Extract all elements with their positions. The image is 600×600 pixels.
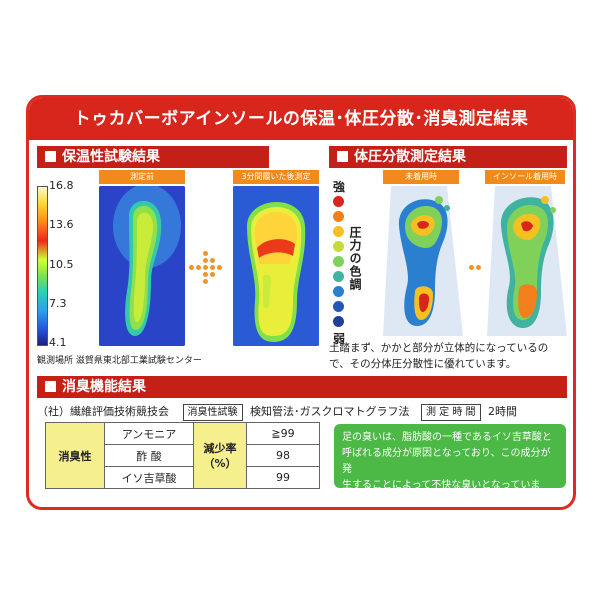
legend-dot	[333, 286, 344, 297]
scale-tick-min: 4.1	[49, 336, 67, 349]
substance-cell: アンモニア	[104, 422, 194, 445]
measure-time-value: 2時間	[488, 405, 518, 418]
results-card: トゥカバーボアインソールの保温･体圧分散･消臭測定結果 保温性試験結果 16.8…	[26, 95, 576, 510]
pressure-scale-label: 圧力の色調	[348, 226, 362, 291]
measure-time-tag: 測 定 時 間	[421, 404, 481, 421]
pressure-description-line: 土踏まず、かかと部分が立体的になっているの	[329, 342, 549, 354]
thermal-image-before	[99, 186, 185, 346]
pressure-section-header: 体圧分散測定結果	[329, 146, 567, 168]
scale-tick-max: 16.8	[49, 179, 74, 192]
table-row: イソ吉草酸 99	[46, 466, 320, 489]
odor-note-box: 足の臭いは、脂肪酸の一種であるイソ吉草酸と 呼ばれる成分が原因となっており、この…	[334, 424, 566, 507]
value-cell: 99	[246, 466, 320, 489]
before-caption: 測定前	[99, 170, 185, 184]
testing-organization: （社）繊維評価技術競技会	[37, 405, 169, 418]
odor-note-line: 足の臭いは、脂肪酸の一種であるイソ吉草酸と	[342, 432, 552, 443]
insole-caption: インソール着用時	[485, 170, 565, 184]
after-caption: 3分間履いた後測定	[233, 170, 319, 184]
pressure-description: 土踏まず、かかと部分が立体的になっているの で、その分体圧分散性に優れています。	[329, 340, 548, 372]
no-insole-caption: 未着用時	[383, 170, 459, 184]
legend-dot	[333, 196, 344, 207]
pressure-map-with-insole	[481, 186, 571, 336]
test-method: 検知管法･ガスクロマトグラフ法	[250, 405, 410, 418]
value-cell: ≧99	[246, 422, 320, 445]
deodorant-section-title: 消臭機能結果	[62, 379, 146, 395]
temperature-color-scale	[37, 186, 48, 346]
legend-dot	[333, 226, 344, 237]
odor-note-line: 呼ばれる成分が原因となっており、この成分が発	[342, 448, 551, 475]
measurement-location: 観測場所 滋賀県東北部工業試験センター	[37, 356, 202, 366]
square-bullet-icon	[45, 151, 56, 162]
arrow-right-icon	[189, 248, 225, 288]
substance-cell: 酢 酸	[104, 444, 194, 467]
substance-cell: イソ吉草酸	[104, 466, 194, 489]
test-info-line: （社）繊維評価技術競技会 消臭性試験 検知管法･ガスクロマトグラフ法 測 定 時…	[37, 403, 517, 421]
weak-label: 弱	[333, 332, 346, 346]
scale-tick: 10.5	[49, 258, 74, 271]
deodorant-section-header: 消臭機能結果	[37, 376, 567, 398]
table-row: 消臭性 アンモニア 減少率 （%） ≧99	[45, 422, 320, 489]
legend-dot	[333, 271, 344, 282]
thermal-image-after	[233, 186, 319, 346]
rate-header-cell: 減少率 （%）	[193, 422, 247, 489]
square-bullet-icon	[45, 381, 56, 392]
row-header-cell: 消臭性	[45, 422, 105, 489]
legend-dot	[333, 256, 344, 267]
test-type-tag: 消臭性試験	[182, 404, 243, 421]
page-title: トゥカバーボアインソールの保温･体圧分散･消臭測定結果	[29, 98, 573, 140]
pressure-description-line: で、その分体圧分散性に優れています。	[329, 358, 517, 370]
pressure-map-no-insole	[377, 186, 467, 336]
legend-dot	[333, 316, 344, 327]
odor-note-line: 生することによって不快な臭いとなっています。	[342, 480, 541, 507]
heat-section-header: 保温性試験結果	[37, 146, 269, 168]
square-bullet-icon	[337, 151, 348, 162]
value-cell: 98	[246, 444, 320, 467]
legend-dot	[333, 241, 344, 252]
scale-tick: 13.6	[49, 218, 74, 231]
pressure-section-title: 体圧分散測定結果	[354, 149, 466, 165]
strong-label: 強	[333, 180, 346, 194]
rate-header-line: 減少率	[203, 441, 237, 455]
scale-tick: 7.3	[49, 297, 67, 310]
deodorant-results-table: 消臭性 アンモニア 減少率 （%） ≧99 酢 酸 98 イソ吉草酸 99	[45, 422, 320, 489]
rate-header-line: （%）	[203, 456, 237, 470]
heat-section-title: 保温性試験結果	[62, 149, 160, 165]
legend-dot	[333, 301, 344, 312]
legend-dot	[333, 211, 344, 222]
